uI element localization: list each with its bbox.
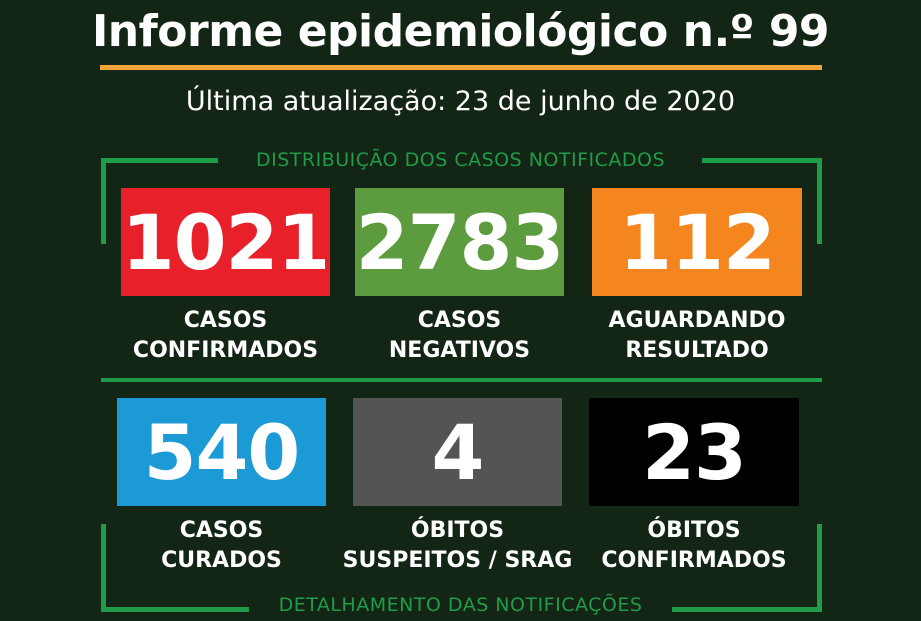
stat-caption-line1: CASOS [417,308,502,333]
frame-top-right-h [702,158,822,163]
stat-tile-suspected-deaths: 4 [353,398,562,506]
frame-bottom-right-v [817,524,822,612]
last-updated-text: Última atualização: 23 de junho de 2020 [185,86,736,117]
stat-value-suspected-deaths: 4 [431,407,485,497]
stat-caption-awaiting: AGUARDANDO RESULTADO [582,306,812,366]
stat-caption-line1: CASOS [183,308,268,333]
stat-value-negative: 2783 [355,197,565,287]
stat-tile-recovered: 540 [117,398,326,506]
stat-caption-line2: RESULTADO [625,338,769,363]
stat-caption-line1: CASOS [179,518,264,543]
frame-bottom-right-h [672,607,822,612]
stat-caption-line2: SUSPEITOS / SRAG [342,548,573,573]
stat-tile-awaiting: 112 [592,188,802,296]
stat-caption-recovered: CASOS CURADOS [107,516,336,576]
stat-caption-negative: CASOS NEGATIVOS [345,306,574,366]
stat-caption-confirmed-deaths: ÓBITOS CONFIRMADOS [579,516,809,576]
section-divider [101,378,822,382]
stat-caption-line1: AGUARDANDO [608,308,786,333]
stat-caption-confirmed: CASOS CONFIRMADOS [111,306,340,366]
stat-caption-suspected-deaths: ÓBITOS SUSPEITOS / SRAG [333,516,582,576]
title-underline [100,65,822,70]
stat-value-confirmed-deaths: 23 [642,407,747,497]
stat-caption-line2: CONFIRMADOS [132,338,319,363]
distribution-section-label: DISTRIBUIÇÃO DOS CASOS NOTIFICADOS [255,149,666,171]
page-title: Informe epidemiológico n.º 99 [91,6,830,57]
stat-caption-line2: CURADOS [161,548,282,573]
stat-value-confirmed: 1021 [121,197,331,287]
stat-value-recovered: 540 [143,407,301,497]
stat-tile-negative: 2783 [355,188,564,296]
detail-section-label: DETALHAMENTO DAS NOTIFICAÇÕES [278,594,643,616]
stat-value-awaiting: 112 [619,197,776,287]
stat-tile-confirmed-deaths: 23 [589,398,799,506]
stat-caption-line1: ÓBITOS [410,518,505,543]
stat-tile-confirmed: 1021 [121,188,330,296]
frame-bottom-left-h [101,607,249,612]
frame-top-left-h [101,158,218,163]
stat-caption-line1: ÓBITOS [647,518,741,543]
stat-caption-line2: CONFIRMADOS [601,548,787,573]
frame-bottom-left-v [101,524,106,612]
frame-top-right-v [817,158,822,244]
frame-top-left-v [101,158,106,244]
stat-caption-line2: NEGATIVOS [388,338,531,363]
